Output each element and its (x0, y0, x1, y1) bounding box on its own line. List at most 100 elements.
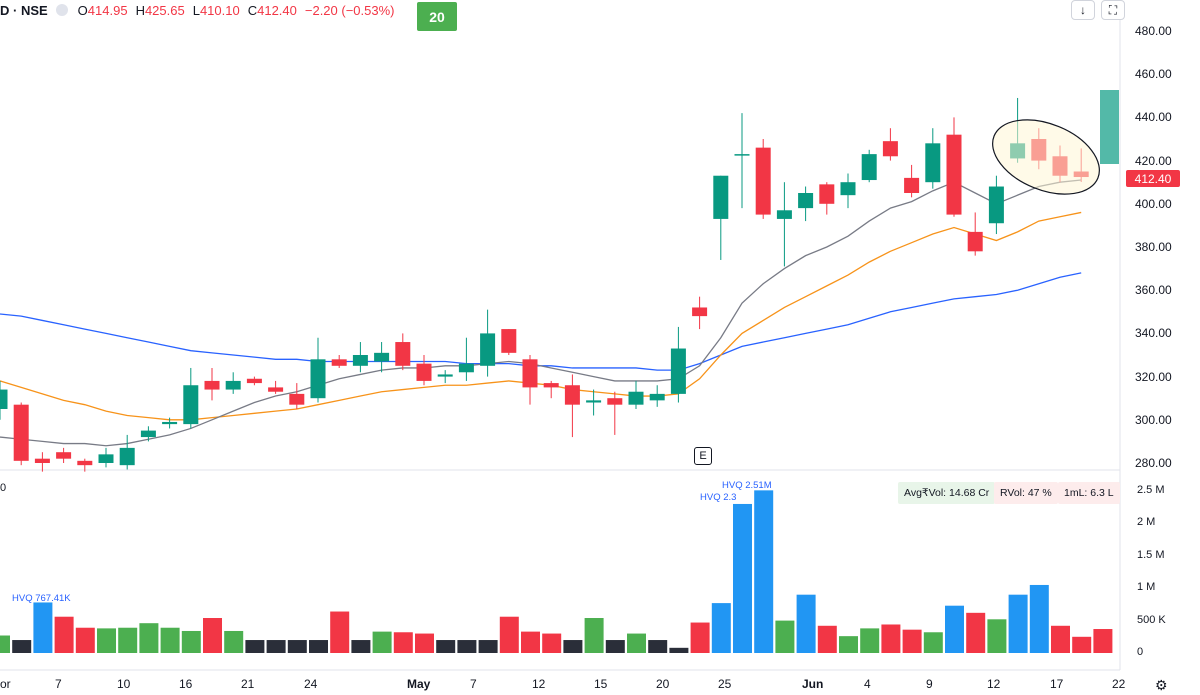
candle-body (586, 400, 602, 403)
candle-body (882, 141, 898, 157)
volume-bar (436, 640, 456, 653)
candle-body (776, 210, 792, 219)
volume-bar (393, 632, 413, 653)
time-axis-label: 9 (926, 677, 933, 691)
candle-body (34, 458, 50, 463)
change-value: −2.20 (−0.53%) (304, 2, 395, 18)
volume-bar (224, 630, 244, 653)
volume-bar (54, 616, 74, 653)
time-axis-label: 12 (987, 677, 1001, 691)
ma-fast-line (0, 179, 1082, 447)
volume-left-label: 0 (0, 482, 7, 494)
volume-bar (160, 627, 180, 653)
price-pane (0, 97, 1089, 472)
volume-bar (775, 620, 795, 653)
symbol-name[interactable]: D · NSE (0, 2, 48, 18)
scroll-down-icon[interactable]: ↓ (1071, 0, 1095, 20)
volume-bar (605, 640, 625, 653)
volume-bar (711, 603, 731, 653)
candle-body (543, 383, 559, 388)
time-axis-label: May (407, 677, 431, 691)
volume-axis-label: 0 (1137, 646, 1144, 658)
volume-bar (945, 605, 964, 653)
time-axis-label: 25 (718, 677, 732, 691)
candle-body (692, 307, 708, 317)
price-axis-label: 480.00 (1135, 24, 1172, 38)
volume-bar (754, 490, 774, 653)
candle-body (119, 447, 135, 466)
ma-mid-line (0, 211, 1082, 421)
time-axis-label: 15 (594, 677, 608, 691)
volume-bar (860, 628, 880, 653)
candle-body (0, 389, 8, 409)
candle-body (861, 154, 877, 181)
volume-axis-label: 2.5 M (1137, 484, 1165, 496)
one-ml-badge: 1mL: 6.3 L (1058, 482, 1120, 504)
volume-bar (0, 635, 10, 653)
earnings-badge[interactable]: E (694, 447, 712, 465)
volume-bar (245, 640, 265, 653)
volume-bar (478, 640, 498, 653)
status-dot-icon (55, 4, 68, 16)
candle-body (628, 391, 644, 405)
candle-body (946, 134, 962, 215)
volume-bar (1093, 629, 1113, 653)
timeframe-badge[interactable]: 20 (417, 2, 457, 31)
candle-body (607, 398, 623, 405)
candle-body (225, 380, 241, 390)
fullscreen-icon[interactable]: ⛶ (1101, 0, 1125, 20)
volume-bar (796, 594, 816, 653)
moving-averages (0, 179, 1082, 447)
candle-body (988, 186, 1004, 224)
candle-body (56, 452, 72, 459)
volume-bar (97, 628, 116, 653)
volume-axis-label: 500 K (1137, 613, 1166, 626)
candle-body (395, 342, 411, 366)
candle-body (522, 359, 538, 388)
volume-bar (839, 636, 858, 653)
price-axis-label: 360.00 (1135, 283, 1172, 298)
ma-slow-line (0, 272, 1082, 371)
time-axis-label: 22 (1112, 677, 1126, 691)
candle-body (77, 460, 93, 466)
volume-bar (309, 640, 328, 653)
volume-axis-label: 2 M (1137, 516, 1156, 529)
candle-body (310, 359, 326, 399)
price-axis-label: 280.00 (1135, 456, 1172, 470)
candle-body (798, 193, 814, 209)
candle-body (755, 147, 771, 215)
candle-body (925, 143, 941, 183)
low-label: L (192, 2, 200, 18)
settings-gear-icon[interactable]: ⚙ (1155, 677, 1168, 693)
volume-bar (499, 616, 519, 653)
candle-body (501, 329, 517, 353)
volume-axis-label: 1 M (1137, 581, 1156, 594)
volume-bar (203, 618, 222, 653)
time-axis-label: 17 (1050, 677, 1064, 691)
candle-body (268, 387, 284, 392)
candle-body (564, 385, 580, 405)
volume-bar (75, 627, 95, 653)
volume-bar (351, 640, 371, 653)
volume-bar (563, 640, 583, 653)
candle-body (734, 154, 750, 156)
volume-bar (542, 633, 562, 653)
price-axis-label: 300.00 (1135, 412, 1172, 427)
volume-bar (881, 624, 901, 653)
hvq-label: HVQ 2.51M (722, 480, 772, 491)
high-label: H (135, 2, 145, 18)
price-axis-label: 440.00 (1135, 110, 1172, 125)
price-axis-label: 460.00 (1135, 67, 1172, 82)
candle-body (649, 393, 665, 401)
volume-bar (372, 631, 392, 653)
price-axis-label: 340.00 (1135, 326, 1172, 341)
candle-body (331, 359, 347, 366)
volume-bar (1008, 594, 1028, 653)
time-axis-label: Jun (802, 677, 824, 691)
volume-bar (415, 633, 434, 653)
volume-bar (987, 619, 1007, 653)
candle-body (437, 374, 453, 377)
projection-bar (1100, 90, 1119, 164)
candle-body (246, 378, 262, 384)
